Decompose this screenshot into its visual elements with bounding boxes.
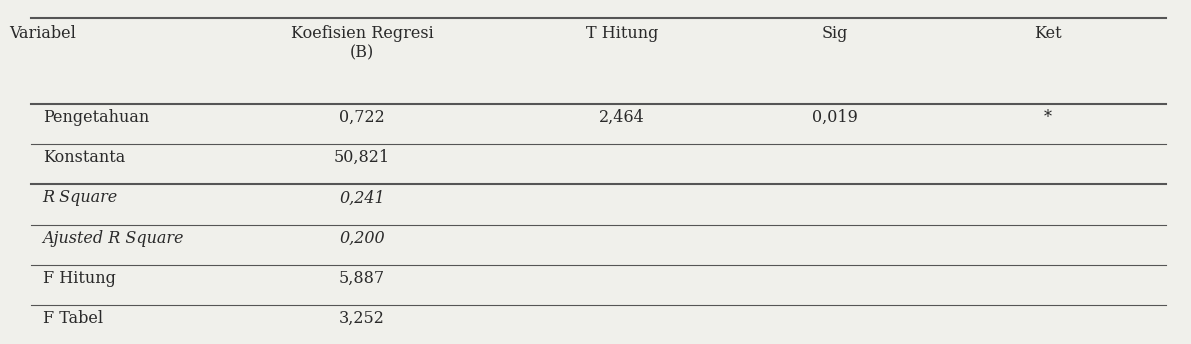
- Text: Variabel: Variabel: [10, 25, 76, 42]
- Text: Ket: Ket: [1034, 25, 1061, 42]
- Text: 50,821: 50,821: [333, 149, 389, 166]
- Text: 0,722: 0,722: [339, 109, 385, 126]
- Text: 5,887: 5,887: [338, 270, 385, 287]
- Text: Konstanta: Konstanta: [43, 149, 125, 166]
- Text: F Hitung: F Hitung: [43, 270, 116, 287]
- Text: Koefisien Regresi
(B): Koefisien Regresi (B): [291, 25, 434, 62]
- Text: *: *: [1043, 109, 1052, 126]
- Text: Sig: Sig: [822, 25, 848, 42]
- Text: Pengetahuan: Pengetahuan: [43, 109, 149, 126]
- Text: T Hitung: T Hitung: [586, 25, 659, 42]
- Text: R Square: R Square: [43, 190, 118, 206]
- Text: 0,019: 0,019: [812, 109, 858, 126]
- Text: 0,241: 0,241: [339, 190, 385, 206]
- Text: F Tabel: F Tabel: [43, 310, 102, 327]
- Text: Ajusted R Square: Ajusted R Square: [43, 230, 185, 247]
- Text: 0,200: 0,200: [339, 230, 385, 247]
- Text: 3,252: 3,252: [339, 310, 385, 327]
- Text: 2,464: 2,464: [599, 109, 644, 126]
